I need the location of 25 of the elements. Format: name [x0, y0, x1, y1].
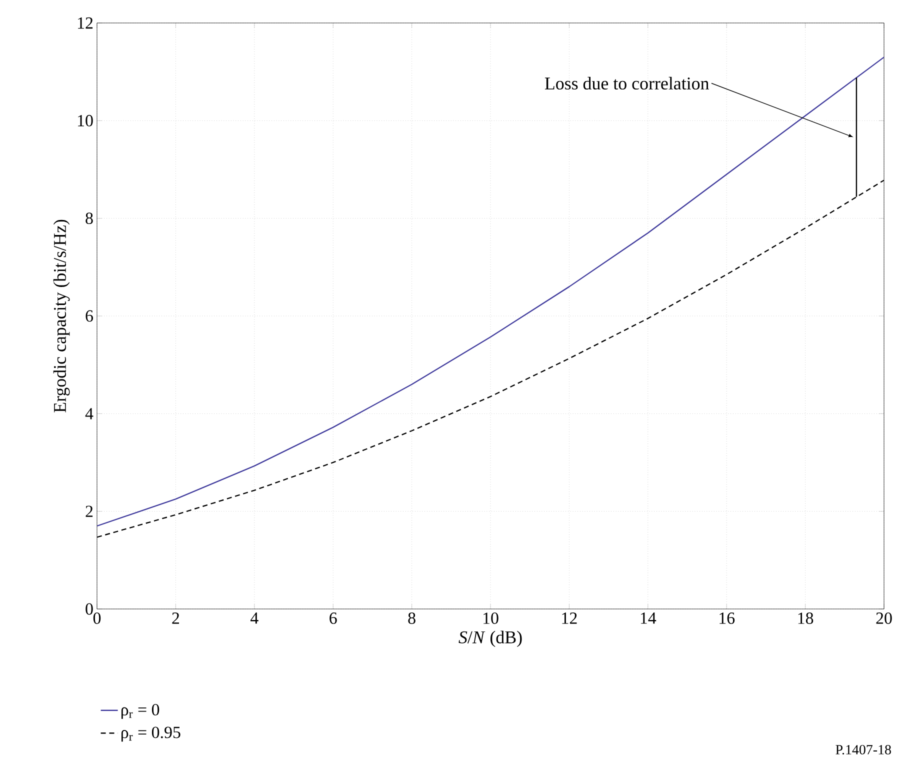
y-tick-label: 12: [78, 17, 93, 29]
y-tick-label: 2: [86, 506, 93, 517]
y-tick-label: 6: [86, 310, 93, 322]
y-axis-title: Ergodic capacity (bit/s/Hz): [53, 220, 70, 412]
x-axis-title: S/N (dB): [458, 630, 522, 648]
y-tick-label: 4: [85, 408, 94, 420]
x-tick-label: 16: [720, 612, 735, 624]
x-tick-label: 4: [250, 612, 258, 624]
legend-label: ρ$_{r}$ = 0.95: [121, 726, 180, 742]
legend-label: ρ$_{r}$ = 0: [121, 704, 160, 719]
y-tick-label: 10: [78, 114, 93, 126]
x-tick-label: 6: [330, 612, 337, 624]
y-tick-label: 0: [86, 603, 93, 615]
x-tick-label: 8: [408, 612, 416, 624]
x-tick-label: 10: [484, 612, 498, 624]
line-series: [97, 56, 884, 527]
x-tick-label: 2: [172, 612, 180, 624]
x-tick-label: 20: [876, 612, 892, 624]
x-tick-label: 0: [93, 612, 101, 624]
x-tick-label: 14: [640, 612, 656, 624]
text: P.1407-18: [836, 744, 891, 754]
y-tick-label: 8: [86, 212, 93, 224]
x-tick-label: 18: [798, 612, 814, 624]
annotation: Loss due to correlation: [544, 76, 710, 90]
x-tick-label: 12: [562, 612, 577, 624]
